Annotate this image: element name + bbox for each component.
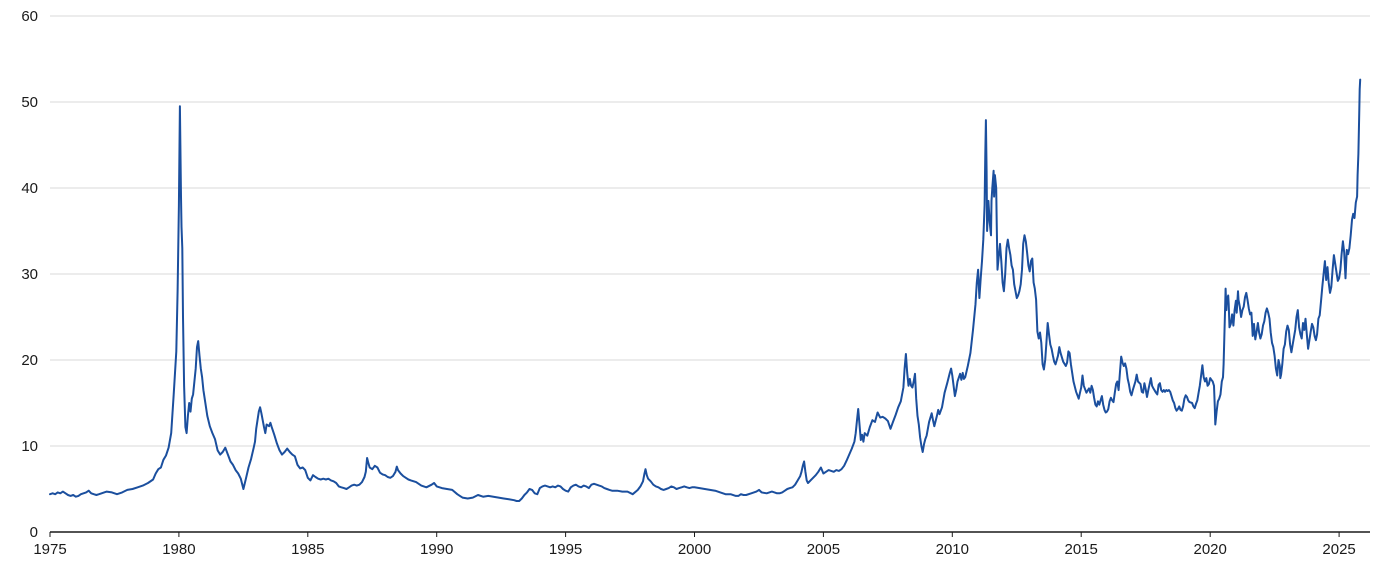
x-axis-label: 2000	[678, 541, 711, 558]
x-axis-label: 1995	[549, 541, 582, 558]
y-axis-label: 10	[21, 438, 38, 455]
price-series-line	[49, 78, 1362, 502]
x-axis-label: 1985	[291, 541, 324, 558]
y-axis-label: 40	[21, 180, 38, 197]
x-axis-label: 2020	[1194, 541, 1227, 558]
x-axis-label: 2010	[936, 541, 969, 558]
x-axis-label: 2005	[807, 541, 840, 558]
y-axis-label: 0	[30, 524, 38, 541]
x-axis-label: 1980	[162, 541, 195, 558]
y-axis-label: 30	[21, 266, 38, 283]
y-axis-label: 20	[21, 352, 38, 369]
x-axis-label: 1975	[33, 541, 66, 558]
x-axis-label: 2015	[1065, 541, 1098, 558]
x-axis-label: 2025	[1322, 541, 1355, 558]
x-axis-label: 1990	[420, 541, 453, 558]
y-axis-label: 50	[21, 94, 38, 111]
y-axis-label: 60	[21, 8, 38, 25]
